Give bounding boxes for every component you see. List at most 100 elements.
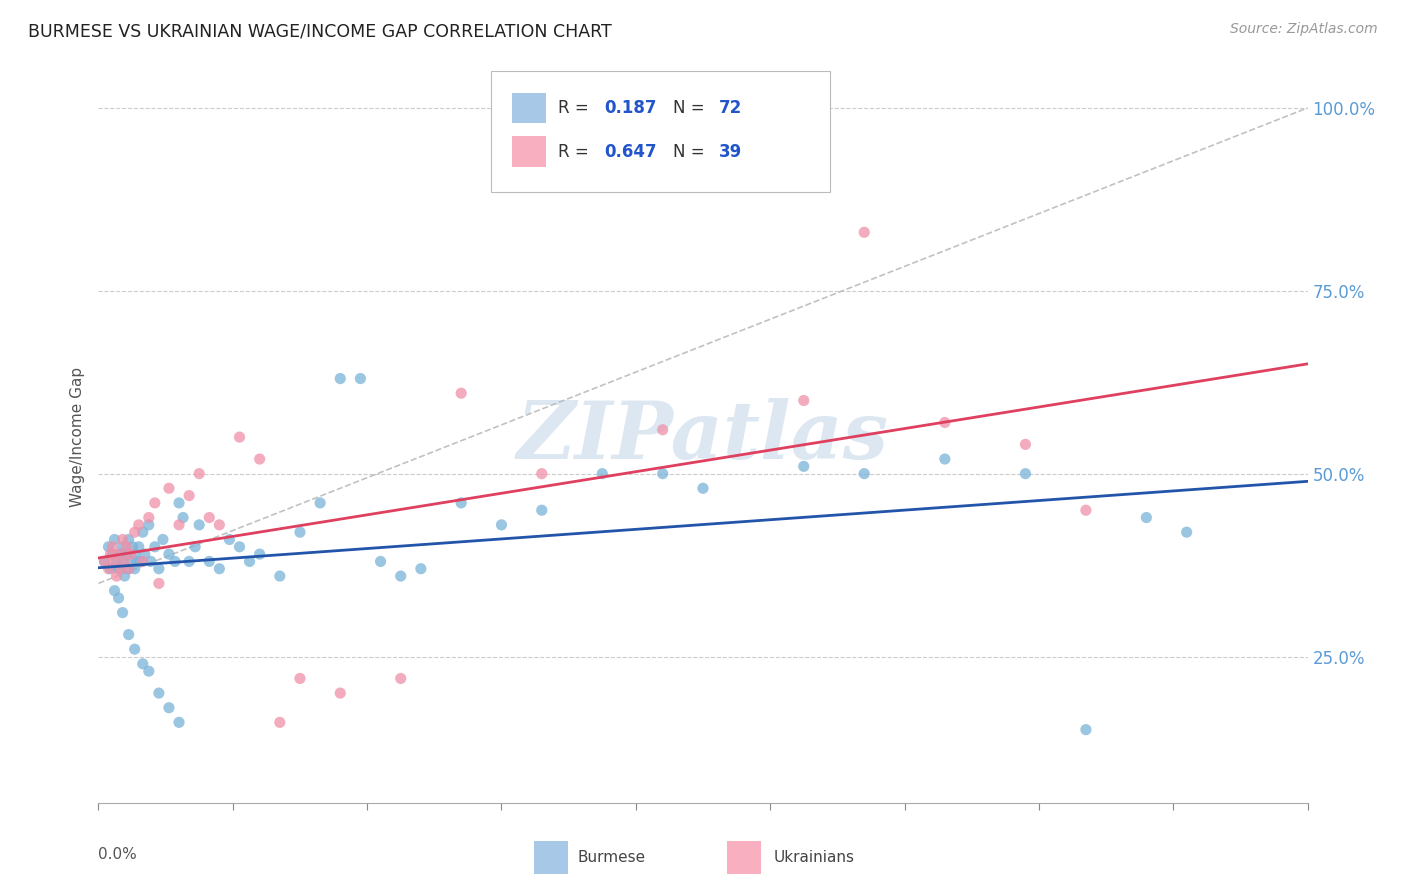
- Point: [111, 540, 134, 554]
- Point: [115, 540, 138, 554]
- Point: [93, 554, 115, 568]
- Point: [107, 562, 129, 576]
- Point: [188, 517, 211, 532]
- Point: [389, 672, 412, 686]
- Point: [128, 540, 150, 554]
- Point: [491, 517, 513, 532]
- Point: [143, 540, 166, 554]
- Point: [179, 489, 201, 503]
- Point: [152, 533, 174, 547]
- Point: [143, 496, 166, 510]
- Point: [114, 554, 136, 568]
- Point: [105, 569, 128, 583]
- Point: [138, 517, 160, 532]
- Point: [125, 554, 148, 568]
- Point: [138, 664, 160, 678]
- FancyBboxPatch shape: [512, 93, 546, 123]
- Point: [111, 606, 134, 620]
- Text: BURMESE VS UKRAINIAN WAGE/INCOME GAP CORRELATION CHART: BURMESE VS UKRAINIAN WAGE/INCOME GAP COR…: [28, 22, 612, 40]
- Point: [118, 562, 141, 576]
- Point: [1074, 723, 1097, 737]
- Point: [198, 554, 221, 568]
- Point: [157, 700, 180, 714]
- Text: R =: R =: [558, 143, 593, 161]
- Point: [118, 533, 141, 547]
- Point: [793, 459, 815, 474]
- Point: [179, 554, 201, 568]
- Text: Source: ZipAtlas.com: Source: ZipAtlas.com: [1230, 22, 1378, 37]
- Point: [288, 672, 311, 686]
- Point: [105, 554, 128, 568]
- Point: [134, 547, 156, 561]
- Point: [107, 547, 129, 561]
- Point: [111, 554, 134, 568]
- Point: [208, 517, 231, 532]
- Point: [124, 642, 146, 657]
- Point: [128, 517, 150, 532]
- Point: [114, 569, 136, 583]
- Point: [651, 423, 673, 437]
- Point: [132, 657, 155, 671]
- Text: ZIPatlas: ZIPatlas: [517, 399, 889, 475]
- Point: [198, 510, 221, 524]
- Text: 39: 39: [718, 143, 742, 161]
- Point: [239, 554, 262, 568]
- Point: [100, 547, 122, 561]
- Point: [157, 481, 180, 495]
- Point: [269, 715, 291, 730]
- Text: Burmese: Burmese: [578, 850, 645, 865]
- Point: [97, 540, 120, 554]
- Point: [167, 496, 190, 510]
- FancyBboxPatch shape: [512, 136, 546, 167]
- Point: [1135, 510, 1157, 524]
- FancyBboxPatch shape: [727, 841, 761, 874]
- Point: [692, 481, 714, 495]
- Point: [148, 562, 170, 576]
- Point: [309, 496, 332, 510]
- Point: [97, 562, 120, 576]
- Point: [115, 547, 138, 561]
- Point: [138, 510, 160, 524]
- Point: [107, 591, 129, 605]
- Point: [188, 467, 211, 481]
- FancyBboxPatch shape: [534, 841, 568, 874]
- Point: [793, 393, 815, 408]
- Point: [103, 554, 125, 568]
- Point: [1074, 503, 1097, 517]
- Point: [208, 562, 231, 576]
- Text: 0.187: 0.187: [603, 99, 657, 117]
- Point: [124, 525, 146, 540]
- Point: [1175, 525, 1198, 540]
- Point: [349, 371, 371, 385]
- Point: [288, 525, 311, 540]
- Point: [853, 467, 876, 481]
- Point: [148, 576, 170, 591]
- Point: [167, 517, 190, 532]
- Point: [228, 540, 250, 554]
- Point: [139, 554, 162, 568]
- Point: [218, 533, 240, 547]
- Point: [129, 554, 152, 568]
- Text: N =: N =: [673, 143, 710, 161]
- Point: [450, 386, 472, 401]
- Point: [530, 467, 553, 481]
- Point: [228, 430, 250, 444]
- Point: [1014, 467, 1036, 481]
- Point: [118, 562, 141, 576]
- Point: [329, 371, 352, 385]
- Point: [124, 562, 146, 576]
- Point: [853, 225, 876, 239]
- Point: [329, 686, 352, 700]
- Point: [101, 540, 124, 554]
- Point: [409, 562, 432, 576]
- Point: [103, 533, 125, 547]
- Point: [249, 547, 271, 561]
- Point: [148, 686, 170, 700]
- Point: [132, 525, 155, 540]
- Point: [124, 547, 146, 561]
- Point: [184, 540, 207, 554]
- Point: [118, 627, 141, 641]
- Point: [110, 547, 132, 561]
- Point: [101, 547, 124, 561]
- Point: [249, 452, 271, 467]
